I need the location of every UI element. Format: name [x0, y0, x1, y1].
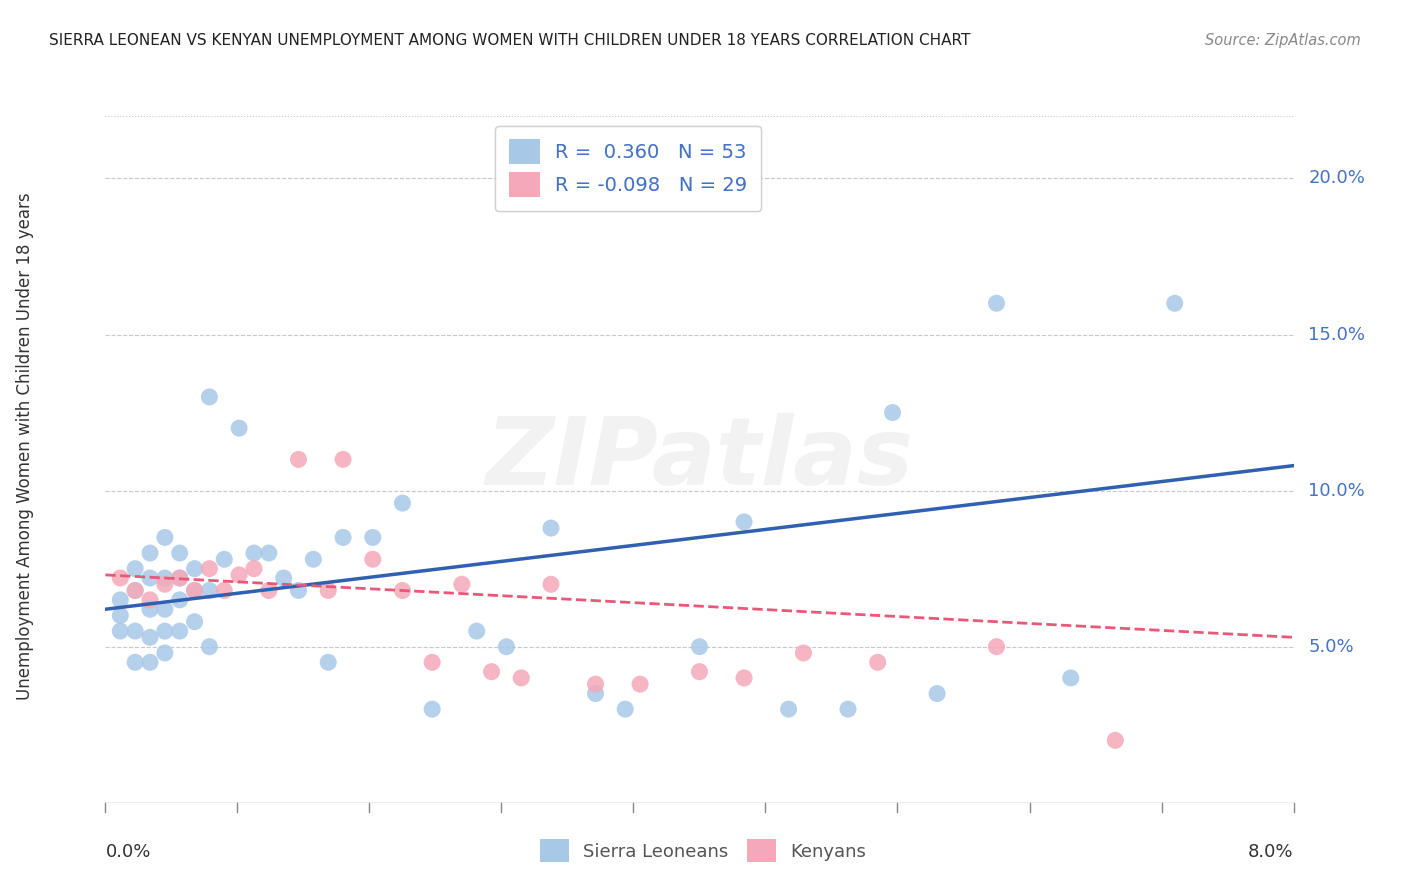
Legend: R =  0.360   N = 53, R = -0.098   N = 29: R = 0.360 N = 53, R = -0.098 N = 29: [495, 126, 761, 211]
Text: SIERRA LEONEAN VS KENYAN UNEMPLOYMENT AMONG WOMEN WITH CHILDREN UNDER 18 YEARS C: SIERRA LEONEAN VS KENYAN UNEMPLOYMENT AM…: [49, 33, 970, 48]
Point: [198, 562, 221, 576]
Point: [153, 602, 176, 616]
Point: [866, 655, 889, 669]
Point: [124, 624, 146, 639]
Point: [124, 583, 146, 598]
Point: [837, 702, 859, 716]
Point: [257, 583, 280, 598]
Point: [153, 577, 176, 591]
Point: [198, 640, 221, 654]
Point: [198, 583, 221, 598]
Point: [332, 452, 354, 467]
Point: [139, 546, 162, 560]
Point: [1164, 296, 1187, 310]
Text: 15.0%: 15.0%: [1309, 326, 1365, 343]
Point: [287, 452, 309, 467]
Point: [689, 665, 711, 679]
Point: [153, 624, 176, 639]
Point: [510, 671, 533, 685]
Point: [183, 562, 205, 576]
Point: [882, 405, 904, 420]
Point: [540, 521, 562, 535]
Point: [986, 640, 1008, 654]
Point: [243, 546, 266, 560]
Text: 0.0%: 0.0%: [105, 844, 150, 862]
Point: [214, 552, 236, 566]
Point: [183, 583, 205, 598]
Text: 10.0%: 10.0%: [1309, 482, 1365, 500]
Point: [986, 296, 1008, 310]
Point: [361, 552, 384, 566]
Point: [153, 530, 176, 544]
Point: [927, 687, 949, 701]
Point: [169, 592, 191, 607]
Point: [614, 702, 637, 716]
Point: [733, 671, 755, 685]
Point: [169, 571, 191, 585]
Point: [361, 530, 384, 544]
Point: [139, 592, 162, 607]
Text: 5.0%: 5.0%: [1309, 638, 1354, 656]
Point: [450, 577, 472, 591]
Point: [792, 646, 814, 660]
Legend: Sierra Leoneans, Kenyans: Sierra Leoneans, Kenyans: [533, 832, 873, 870]
Point: [585, 687, 607, 701]
Point: [124, 583, 146, 598]
Text: 20.0%: 20.0%: [1309, 169, 1365, 187]
Point: [214, 583, 236, 598]
Point: [495, 640, 517, 654]
Point: [243, 562, 266, 576]
Point: [465, 624, 488, 639]
Point: [540, 577, 562, 591]
Point: [420, 655, 443, 669]
Point: [481, 665, 503, 679]
Text: Source: ZipAtlas.com: Source: ZipAtlas.com: [1205, 33, 1361, 48]
Point: [110, 571, 132, 585]
Point: [139, 655, 162, 669]
Point: [139, 571, 162, 585]
Point: [585, 677, 607, 691]
Point: [183, 615, 205, 629]
Point: [332, 530, 354, 544]
Point: [110, 608, 132, 623]
Point: [169, 546, 191, 560]
Point: [153, 646, 176, 660]
Text: Unemployment Among Women with Children Under 18 years: Unemployment Among Women with Children U…: [17, 192, 34, 700]
Point: [228, 568, 250, 582]
Point: [183, 583, 205, 598]
Point: [110, 624, 132, 639]
Point: [139, 602, 162, 616]
Point: [139, 630, 162, 644]
Point: [391, 583, 413, 598]
Point: [316, 655, 339, 669]
Point: [391, 496, 413, 510]
Point: [778, 702, 800, 716]
Text: 8.0%: 8.0%: [1249, 844, 1294, 862]
Point: [124, 562, 146, 576]
Point: [733, 515, 755, 529]
Point: [228, 421, 250, 435]
Point: [110, 592, 132, 607]
Point: [198, 390, 221, 404]
Point: [1104, 733, 1126, 747]
Text: ZIPatlas: ZIPatlas: [485, 413, 914, 506]
Point: [257, 546, 280, 560]
Point: [287, 583, 309, 598]
Point: [169, 624, 191, 639]
Point: [1060, 671, 1083, 685]
Point: [689, 640, 711, 654]
Point: [273, 571, 295, 585]
Point: [316, 583, 339, 598]
Point: [420, 702, 443, 716]
Point: [169, 571, 191, 585]
Point: [153, 571, 176, 585]
Point: [302, 552, 325, 566]
Point: [124, 655, 146, 669]
Point: [628, 677, 651, 691]
